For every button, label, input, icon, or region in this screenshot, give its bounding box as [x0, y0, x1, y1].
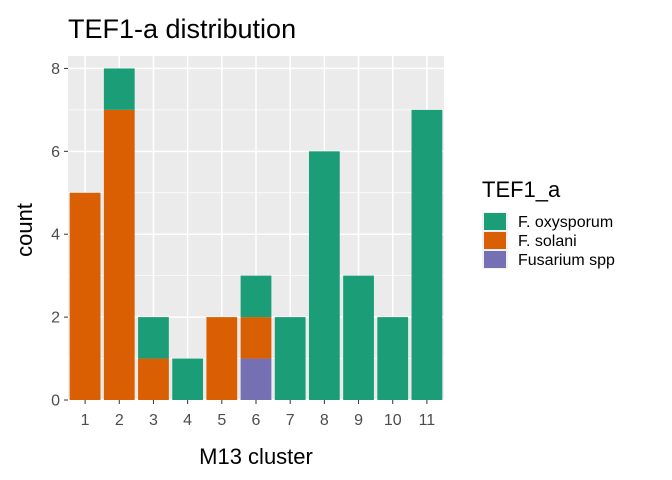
legend-label: F. solani	[518, 233, 577, 250]
legend: TEF1_a F. oxysporum F. solani Fusarium spp	[482, 177, 615, 269]
y-tick-label: 0	[51, 393, 60, 410]
x-tick-label: 1	[81, 412, 90, 429]
bar-segment	[308, 151, 340, 400]
x-tick-label: 7	[286, 412, 295, 429]
bar-segment	[240, 358, 272, 400]
bar-segment	[69, 192, 101, 400]
y-tick-label: 6	[51, 144, 60, 161]
x-tick-label: 5	[217, 412, 226, 429]
bar-segment	[343, 275, 374, 400]
y-tick-label: 4	[51, 227, 60, 244]
bar-segment	[103, 109, 135, 400]
bar-segment	[172, 358, 204, 400]
bar-segment	[138, 358, 169, 400]
x-tick-label: 2	[115, 412, 124, 429]
chart-title: TEF1-a distribution	[68, 14, 296, 44]
bar-segment	[206, 317, 238, 400]
x-tick-label: 3	[149, 412, 158, 429]
y-axis: 0 2 4 6 8	[51, 61, 68, 410]
legend-swatch	[484, 251, 506, 268]
y-tick-label: 2	[51, 310, 60, 327]
legend-title: TEF1_a	[482, 177, 561, 202]
bars	[69, 68, 443, 400]
y-tick-label: 8	[51, 61, 60, 78]
bar-segment	[377, 317, 409, 400]
x-tick-label: 6	[252, 412, 261, 429]
legend-swatch	[484, 232, 506, 249]
x-axis-title: M13 cluster	[199, 444, 313, 469]
bar-segment	[274, 317, 306, 400]
bar-segment	[138, 317, 169, 359]
bar-segment	[240, 317, 272, 359]
bar-segment	[240, 275, 272, 318]
x-tick-label: 8	[320, 412, 329, 429]
bar-segment	[103, 68, 135, 110]
legend-swatch	[484, 213, 506, 230]
bar-segment	[411, 109, 443, 400]
legend-label: F. oxysporum	[518, 214, 613, 231]
y-axis-title: count	[12, 203, 37, 257]
x-axis: 1 2 3 4 5 6 7 8 9 10 11	[81, 400, 436, 429]
x-tick-label: 4	[183, 412, 192, 429]
x-tick-label: 11	[419, 412, 436, 429]
x-tick-label: 9	[354, 412, 363, 429]
x-tick-label: 10	[384, 412, 402, 429]
legend-label: Fusarium spp	[518, 252, 615, 269]
